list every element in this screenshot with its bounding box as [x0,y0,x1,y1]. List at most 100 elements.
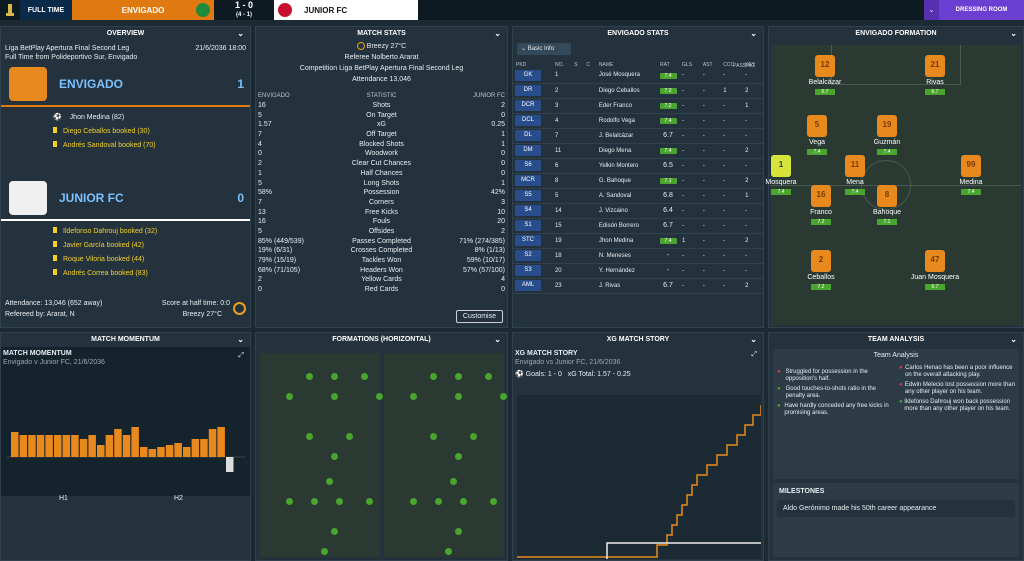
rating: 7.2 [659,103,677,109]
chevron-down-icon[interactable]: ⌄ [494,335,501,344]
stat-row: 5 On Target 0 [258,111,505,119]
momentum-bar [200,439,208,457]
stat-row: 58% Possession 42% [258,189,505,197]
analysis-item: ● Edwin Melecio lost possession more than… [899,382,1015,395]
dressing-room-button[interactable]: DRESSING ROOM [939,0,1024,20]
away-formation-pitch [384,353,507,557]
stat-row: 85% (449/539) Passes Completed 71% (274/38… [258,237,505,245]
venue: Full Time from Polideportivo Sur, Enviga… [5,54,138,61]
player-row[interactable]: MCR 8 G. Bahoque 7.1- - -2 [513,173,763,188]
momentum-description: Envigado v Junior FC, 21/6/2036 [3,359,105,366]
xg-chart [517,395,761,559]
player-row[interactable]: S3 20 Y. Hernández - - - - - [513,263,763,278]
thumbs-down-icon: ● [899,382,903,388]
column-header[interactable]: CCC [723,62,735,68]
stat-row: 2 Clear Cut Chances 0 [258,160,505,168]
half-label: H1 [59,495,68,502]
customise-button[interactable]: Customise [455,310,503,323]
position-badge: S6 [515,160,541,171]
goal-event: ⚽ Jhon Medina (82) [53,114,125,121]
player-row[interactable]: GK 1 José Mosquera 7.4- - - - [513,68,763,83]
view-selector[interactable]: ⌄ Basic Info [517,43,571,55]
player-row[interactable]: S2 18 N. Meneses - - - - - [513,248,763,263]
weather-icon [233,302,246,315]
stat-row: 1 Half Chances 0 [258,169,505,177]
position-badge: S1 [515,220,541,231]
chevron-down-icon[interactable]: ⌄ [924,0,939,20]
rating: - [666,252,670,259]
chevron-down-icon[interactable]: ⌄ [237,29,244,38]
stats-table: ENVIGADO STATISTIC JUNIOR FC 16 Shots 2 5 On T… [258,92,505,294]
chevron-down-icon[interactable]: ⌄ [750,335,757,344]
momentum-bar [79,439,88,457]
xg-line-away [606,542,761,559]
player-row[interactable]: DR 2 Diego Ceballos 7.2- -1 2 [513,83,763,98]
momentum-panel: MATCH MOMENTUM ⌄ MATCH MOMENTUM Envigado … [0,332,251,561]
booking-event: Andrés Sandoval booked (70) [53,139,250,153]
column-header[interactable]: S [574,62,578,68]
player-row[interactable]: DCR 3 Eder Franco 7.2- - -1 [513,98,763,113]
column-header[interactable]: GLS [682,62,693,68]
chevron-down-icon[interactable]: ⌄ [494,29,501,38]
position-badge: GK [515,69,541,81]
stat-row: 16 Shots 2 [258,102,505,110]
player-row[interactable]: S6 6 Yelkin Montero 6.5- - - - [513,158,763,173]
booking-event: Roque Viloria booked (44) [53,253,250,267]
momentum-bar [88,435,96,457]
expand-icon[interactable]: ⤢ [238,352,244,359]
player-row[interactable]: DCL 4 Rodolfo Vega 7.4- - - - [513,113,763,128]
momentum-subtitle: MATCH MOMENTUM [3,350,72,357]
away-score: 0 [237,191,244,205]
momentum-bar [148,449,157,457]
thumbs-up-icon: ● [777,386,781,392]
team-analysis-panel: TEAM ANALYSIS ⌄ Team Analysis ● Struggled … [768,332,1024,561]
away-team-bar[interactable]: JUNIOR FC [274,0,418,20]
stat-row: 68% (71/105) Headers Won 57% (57/100) [258,266,505,274]
xg-panel: XG MATCH STORY ⌄ XG MATCH STORY Envigado … [512,332,764,561]
chevron-down-icon[interactable]: ⌄ [1010,335,1017,344]
match-status: FULL TIME [20,0,72,20]
player-row[interactable]: S1 15 Edisón Borrero 6.7- - - - [513,218,763,233]
overview-panel: OVERVIEW ⌄ Liga BetPlay Apertura Final Se… [0,26,251,328]
momentum-bar [19,435,28,457]
stat-row: 0 Red Cards 0 [258,286,505,294]
away-crest [278,3,292,17]
chevron-down-icon[interactable]: ⌄ [750,29,757,38]
column-header[interactable]: AST [702,62,713,68]
thumbs-down-icon: ● [899,365,903,371]
home-team-bar[interactable]: ENVIGADO [72,0,214,20]
player-row[interactable]: S5 5 A. Sandoval 6.8- - -1 [513,188,763,203]
column-header[interactable]: RAT [660,62,670,68]
stat-row: 7 Off Target 1 [258,131,505,139]
chevron-down-icon[interactable]: ⌄ [1010,29,1017,38]
column-header[interactable]: NAME [598,62,614,68]
position-badge: DCR [515,100,541,111]
booking-event: Diego Ceballos booked (30) [53,125,250,139]
home-team-label: ENVIGADO [59,77,124,91]
momentum-bar [105,435,114,457]
momentum-bar [54,435,62,457]
rating: 6.4 [663,207,673,214]
column-header[interactable]: NO. [554,62,564,68]
player-row[interactable]: S4 14 J. Vizcaino 6.4- - - - [513,203,763,218]
chevron-down-icon[interactable]: ⌄ [237,335,244,344]
player-row[interactable]: STC 19 Jhon Medina 7.4 1- -2 [513,233,763,248]
player-row[interactable]: DL 7 J. Belalcázar 6.7- - - - [513,128,763,143]
column-header[interactable]: KEY [745,62,756,68]
xg-total: xG Total: 1.57 - 0.25 [567,371,631,378]
column-header[interactable]: C [586,62,591,68]
competition-logo [0,0,20,20]
position-badge: STC [515,235,541,246]
stat-row: 7 Corners 3 [258,198,505,206]
half-time-score: Score at half time: 0:0 [161,300,230,307]
player-row[interactable]: DM 11 Diego Mena 7.4- - -2 [513,143,763,158]
momentum-bar [174,443,182,457]
rating: - [666,267,670,274]
thumbs-up-icon: ● [777,403,781,409]
expand-icon[interactable]: ⤢ [751,351,757,358]
passing-header: PASSING [733,63,755,69]
momentum-bar [208,429,217,457]
player-row[interactable]: AML 23 J. Rivas 6.7- - -2 [513,278,763,293]
match-stats-panel: MATCH STATS ⌄ Breezy 27°C Referee Nolbert… [255,26,508,328]
column-header[interactable]: PKD [516,62,527,68]
